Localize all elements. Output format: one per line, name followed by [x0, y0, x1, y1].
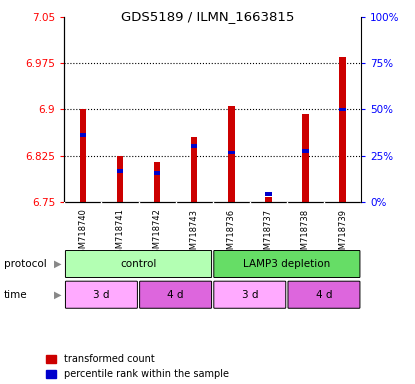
Bar	[339, 57, 346, 202]
Text: time: time	[4, 290, 28, 300]
Bar	[302, 114, 309, 202]
Text: GSM718737: GSM718737	[264, 209, 273, 260]
Text: GSM718740: GSM718740	[78, 209, 88, 259]
Text: 3 d: 3 d	[93, 290, 110, 300]
FancyBboxPatch shape	[214, 281, 286, 308]
Text: LAMP3 depletion: LAMP3 depletion	[243, 259, 330, 269]
Bar	[80, 133, 86, 137]
Text: 4 d: 4 d	[167, 290, 184, 300]
Text: control: control	[120, 259, 157, 269]
FancyBboxPatch shape	[288, 281, 360, 308]
Text: GSM718738: GSM718738	[301, 209, 310, 260]
Text: GSM718736: GSM718736	[227, 209, 236, 260]
FancyBboxPatch shape	[66, 281, 137, 308]
Bar	[154, 162, 160, 202]
FancyBboxPatch shape	[66, 250, 212, 278]
Bar	[228, 151, 234, 154]
Text: GDS5189 / ILMN_1663815: GDS5189 / ILMN_1663815	[121, 10, 294, 23]
Legend: transformed count, percentile rank within the sample: transformed count, percentile rank withi…	[46, 354, 229, 379]
FancyBboxPatch shape	[139, 281, 212, 308]
Bar	[154, 171, 160, 175]
Bar	[265, 197, 272, 202]
Bar	[265, 192, 272, 196]
FancyBboxPatch shape	[214, 250, 360, 278]
Bar	[302, 149, 309, 153]
Bar	[228, 106, 234, 202]
Bar	[191, 144, 198, 148]
Text: 3 d: 3 d	[242, 290, 258, 300]
Text: GSM718743: GSM718743	[190, 209, 199, 260]
Bar	[339, 108, 346, 111]
Text: GSM718742: GSM718742	[153, 209, 161, 259]
Bar	[117, 169, 123, 173]
Text: protocol: protocol	[4, 259, 47, 269]
Text: 4 d: 4 d	[316, 290, 332, 300]
Text: ▶: ▶	[54, 259, 61, 269]
Text: GSM718739: GSM718739	[338, 209, 347, 260]
Bar	[80, 109, 86, 202]
Text: GSM718741: GSM718741	[115, 209, 124, 259]
Bar	[117, 156, 123, 202]
Text: ▶: ▶	[54, 290, 61, 300]
Bar	[191, 137, 198, 202]
